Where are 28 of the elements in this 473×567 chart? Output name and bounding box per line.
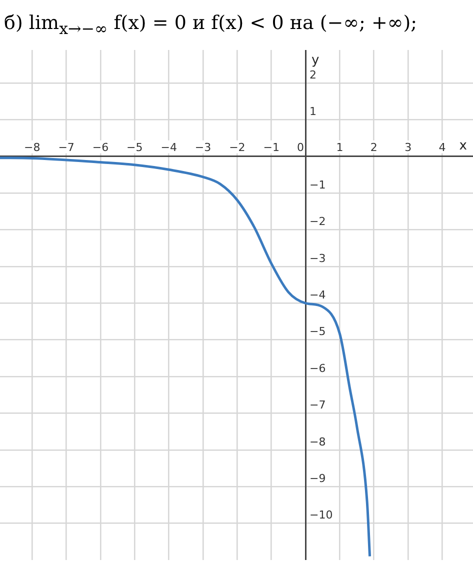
y-tick-label: −3 xyxy=(310,252,326,265)
y-tick-label: 1 xyxy=(310,105,317,118)
y-tick-label: −6 xyxy=(310,362,326,375)
x-tick-label: 3 xyxy=(404,140,412,154)
x-tick-label: −8 xyxy=(24,140,40,154)
y-tick-label: −5 xyxy=(310,325,326,338)
y-tick-label: −9 xyxy=(310,472,326,485)
y-tick-label: −10 xyxy=(310,508,333,522)
y-tick-label: −8 xyxy=(310,435,326,448)
y-tick-label: −2 xyxy=(310,215,326,228)
y-tick-label: −7 xyxy=(310,398,326,412)
x-tick-label: −4 xyxy=(160,140,177,154)
y-tick-label: −1 xyxy=(310,178,326,192)
x-tick-label: 0 xyxy=(297,140,304,154)
x-tick-label: 1 xyxy=(336,140,344,154)
x-tick-label: −5 xyxy=(126,140,143,154)
y-axis-title: y xyxy=(312,52,320,68)
y-tick-label: 2 xyxy=(310,68,317,82)
x-axis-title: x xyxy=(459,138,468,154)
x-tick-label: −3 xyxy=(194,140,212,154)
x-tick-label: −7 xyxy=(58,140,74,154)
chart-title: б) lim$_{x→−∞}$ f(x) = 0 и f(x) < 0 на (−∞; +∞); xyxy=(3,11,418,40)
x-tick-label: −6 xyxy=(92,140,109,154)
x-tick-label: −1 xyxy=(263,140,280,154)
y-tick-label: −4 xyxy=(310,288,326,302)
x-tick-label: 4 xyxy=(438,140,446,154)
x-tick-label: −2 xyxy=(229,140,246,154)
x-tick-label: 2 xyxy=(370,140,378,154)
